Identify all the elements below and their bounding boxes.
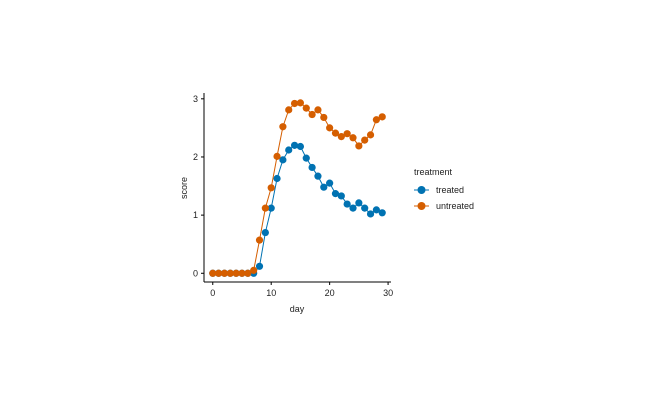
x-tick-label: 10 [266, 288, 276, 298]
data-point-treated [308, 163, 316, 172]
x-axis-title: day [290, 304, 305, 314]
legend-item-untreated: untreated [414, 201, 474, 211]
data-point-untreated [326, 124, 334, 132]
data-point-treated [378, 209, 386, 217]
x-ticks: 0 10 20 30 [210, 282, 393, 298]
data-point-untreated [361, 136, 369, 144]
data-point-untreated [349, 134, 357, 142]
data-point-untreated [255, 236, 264, 244]
x-tick-label: 30 [383, 288, 393, 298]
data-point-untreated [343, 130, 351, 138]
data-point-untreated [366, 131, 375, 139]
data-point-treated [261, 228, 269, 237]
series-points [209, 99, 386, 277]
data-point-untreated [314, 106, 322, 114]
x-tick-label: 0 [210, 288, 215, 298]
y-tick-label: 0 [193, 268, 198, 278]
data-point-untreated [302, 104, 310, 112]
legend-label-untreated: untreated [436, 201, 474, 211]
data-point-untreated [250, 266, 258, 274]
data-point-untreated [232, 269, 240, 277]
data-point-untreated [290, 99, 299, 108]
data-point-treated [337, 192, 345, 200]
axes [203, 93, 391, 283]
y-tick-label: 2 [193, 152, 198, 162]
y-ticks: 0 1 2 3 [193, 94, 204, 278]
data-point-untreated [378, 113, 386, 121]
legend-key-point-untreated [417, 202, 426, 210]
data-point-treated [314, 172, 322, 180]
y-axis-title: score [179, 177, 189, 199]
data-point-treated [267, 204, 275, 212]
data-point-treated [285, 146, 293, 154]
data-point-treated [372, 206, 380, 214]
y-tick-label: 3 [193, 94, 198, 104]
data-point-treated [320, 183, 328, 191]
data-point-untreated [320, 113, 328, 122]
data-point-untreated [220, 269, 229, 277]
data-point-untreated [244, 269, 252, 277]
legend: treatment treated untreated [414, 167, 474, 211]
data-point-treated [326, 179, 334, 187]
data-point-treated [302, 154, 310, 162]
data-point-untreated [337, 133, 345, 141]
data-point-untreated [209, 269, 217, 277]
y-tick-label: 1 [193, 210, 198, 220]
data-point-treated [361, 204, 369, 212]
x-tick-label: 20 [325, 288, 335, 298]
data-point-treated [343, 200, 351, 208]
legend-title: treatment [414, 167, 453, 177]
legend-key-point-treated [417, 186, 426, 194]
data-point-untreated [273, 152, 281, 160]
data-point-untreated [238, 269, 246, 277]
series-line-untreated [212, 102, 383, 274]
data-point-treated [296, 142, 305, 151]
data-point-untreated [372, 116, 380, 124]
data-point-treated [279, 156, 287, 164]
legend-label-treated: treated [436, 185, 464, 195]
data-point-treated [273, 174, 281, 183]
data-point-treated [349, 204, 357, 212]
data-point-treated [366, 210, 375, 218]
data-point-untreated [226, 269, 234, 277]
data-point-untreated [331, 129, 340, 137]
data-point-untreated [355, 142, 363, 150]
data-point-treated [255, 262, 264, 270]
data-point-untreated [285, 106, 293, 114]
data-point-untreated [267, 184, 275, 192]
data-point-treated [331, 190, 340, 198]
data-point-untreated [296, 99, 305, 107]
legend-item-treated: treated [414, 185, 464, 195]
series-lines [212, 102, 383, 274]
data-point-untreated [279, 123, 287, 131]
data-point-untreated [261, 204, 269, 212]
data-point-untreated [308, 110, 316, 119]
data-point-treated [355, 199, 363, 207]
data-point-untreated [215, 269, 223, 277]
series-line-treated [212, 144, 383, 274]
data-point-treated [290, 141, 299, 149]
